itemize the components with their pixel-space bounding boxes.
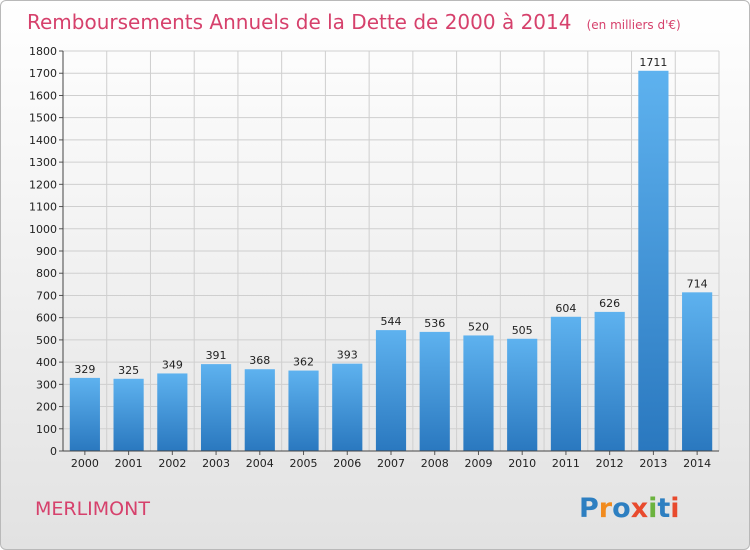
data-label: 362: [293, 356, 314, 369]
y-tick-label: 1000: [29, 223, 57, 236]
bar-2010: [507, 338, 538, 451]
x-tick-label: 2007: [377, 457, 405, 470]
x-tick-label: 2004: [246, 457, 274, 470]
x-tick-label: 2011: [552, 457, 580, 470]
y-tick-label: 900: [36, 245, 57, 258]
y-tick-label: 100: [36, 423, 57, 436]
bar-2013: [638, 70, 669, 452]
logo-letter: P: [579, 493, 599, 524]
bars: 329 325 349 391 368 362 393 544 536 520 505 604 626 1…: [69, 56, 713, 452]
bar-2014: [682, 292, 713, 451]
y-tick-label: 1300: [29, 156, 57, 169]
y-tick-label: 1200: [29, 178, 57, 191]
data-label: 393: [337, 349, 358, 362]
y-tick-label: 0: [50, 445, 57, 458]
bar-2006: [332, 363, 363, 451]
logo-letter: t: [657, 493, 670, 524]
x-tick-label: 2010: [508, 457, 536, 470]
bar-2000: [69, 377, 100, 451]
x-tick-label: 2005: [290, 457, 318, 470]
data-label: 520: [468, 320, 489, 333]
y-tick-label: 600: [36, 312, 57, 325]
logo-letter: x: [631, 493, 648, 524]
y-tick-label: 1800: [29, 45, 57, 58]
bar-2012: [594, 311, 625, 451]
y-tick-label: 800: [36, 267, 57, 280]
data-label: 1711: [639, 56, 667, 69]
y-tick-label: 1600: [29, 89, 57, 102]
y-tick-label: 1700: [29, 67, 57, 80]
chart-unit: (en milliers d'€): [587, 18, 681, 32]
y-tick-label: 400: [36, 356, 57, 369]
bar-2002: [157, 373, 188, 451]
location-name: MERLIMONT: [35, 498, 150, 520]
logo-letter: r: [599, 493, 613, 524]
bar-2003: [200, 364, 232, 451]
axes: 0 100 200 300 400 500 600 700 800 900 1000 1100 1200…: [29, 45, 719, 470]
x-tick-label: 2013: [639, 457, 667, 470]
x-tick-label: 2012: [596, 457, 624, 470]
data-label: 626: [599, 297, 620, 310]
x-tick-label: 2006: [333, 457, 361, 470]
bar-2001: [113, 378, 144, 451]
plot-area: 329 325 349 391 368 362 393 544 536 520 505 604 626 1…: [29, 45, 720, 470]
y-tick-label: 500: [36, 334, 57, 347]
bar-2007: [375, 330, 407, 451]
data-label: 368: [249, 354, 270, 367]
gridlines: [62, 50, 720, 452]
bar-2008: [419, 331, 450, 451]
bar-2011: [550, 316, 582, 451]
x-tick-label: 2001: [115, 457, 143, 470]
y-tick-label: 1400: [29, 134, 57, 147]
x-tick-label: 2002: [158, 457, 186, 470]
data-label: 505: [512, 324, 533, 337]
bar-2005: [288, 370, 319, 451]
data-label: 544: [381, 315, 402, 328]
logo-letter: i: [648, 493, 657, 524]
data-label: 349: [162, 358, 183, 371]
logo-letter: o: [612, 493, 631, 524]
x-tick-label: 2003: [202, 457, 230, 470]
chart-title-group: Remboursements Annuels de la Dette de 20…: [27, 10, 681, 34]
x-tick-label: 2000: [71, 457, 99, 470]
x-tick-label: 2009: [464, 457, 492, 470]
chart-title: Remboursements Annuels de la Dette de 20…: [27, 10, 571, 34]
data-label: 329: [74, 363, 95, 376]
data-label: 604: [555, 302, 576, 315]
y-tick-label: 700: [36, 289, 57, 302]
proxiti-logo: Proxiti: [579, 493, 680, 524]
y-tick-label: 1100: [29, 201, 57, 214]
x-tick-label: 2014: [683, 457, 711, 470]
data-label: 325: [118, 364, 139, 377]
data-label: 714: [687, 277, 708, 290]
y-tick-label: 1500: [29, 112, 57, 125]
bar-2004: [244, 369, 275, 451]
x-tick-label: 2008: [421, 457, 449, 470]
bar-2009: [463, 335, 494, 451]
data-label: 536: [424, 317, 445, 330]
logo-letter: i: [670, 493, 679, 524]
y-tick-label: 200: [36, 401, 57, 414]
data-label: 391: [206, 349, 227, 362]
y-tick-label: 300: [36, 378, 57, 391]
